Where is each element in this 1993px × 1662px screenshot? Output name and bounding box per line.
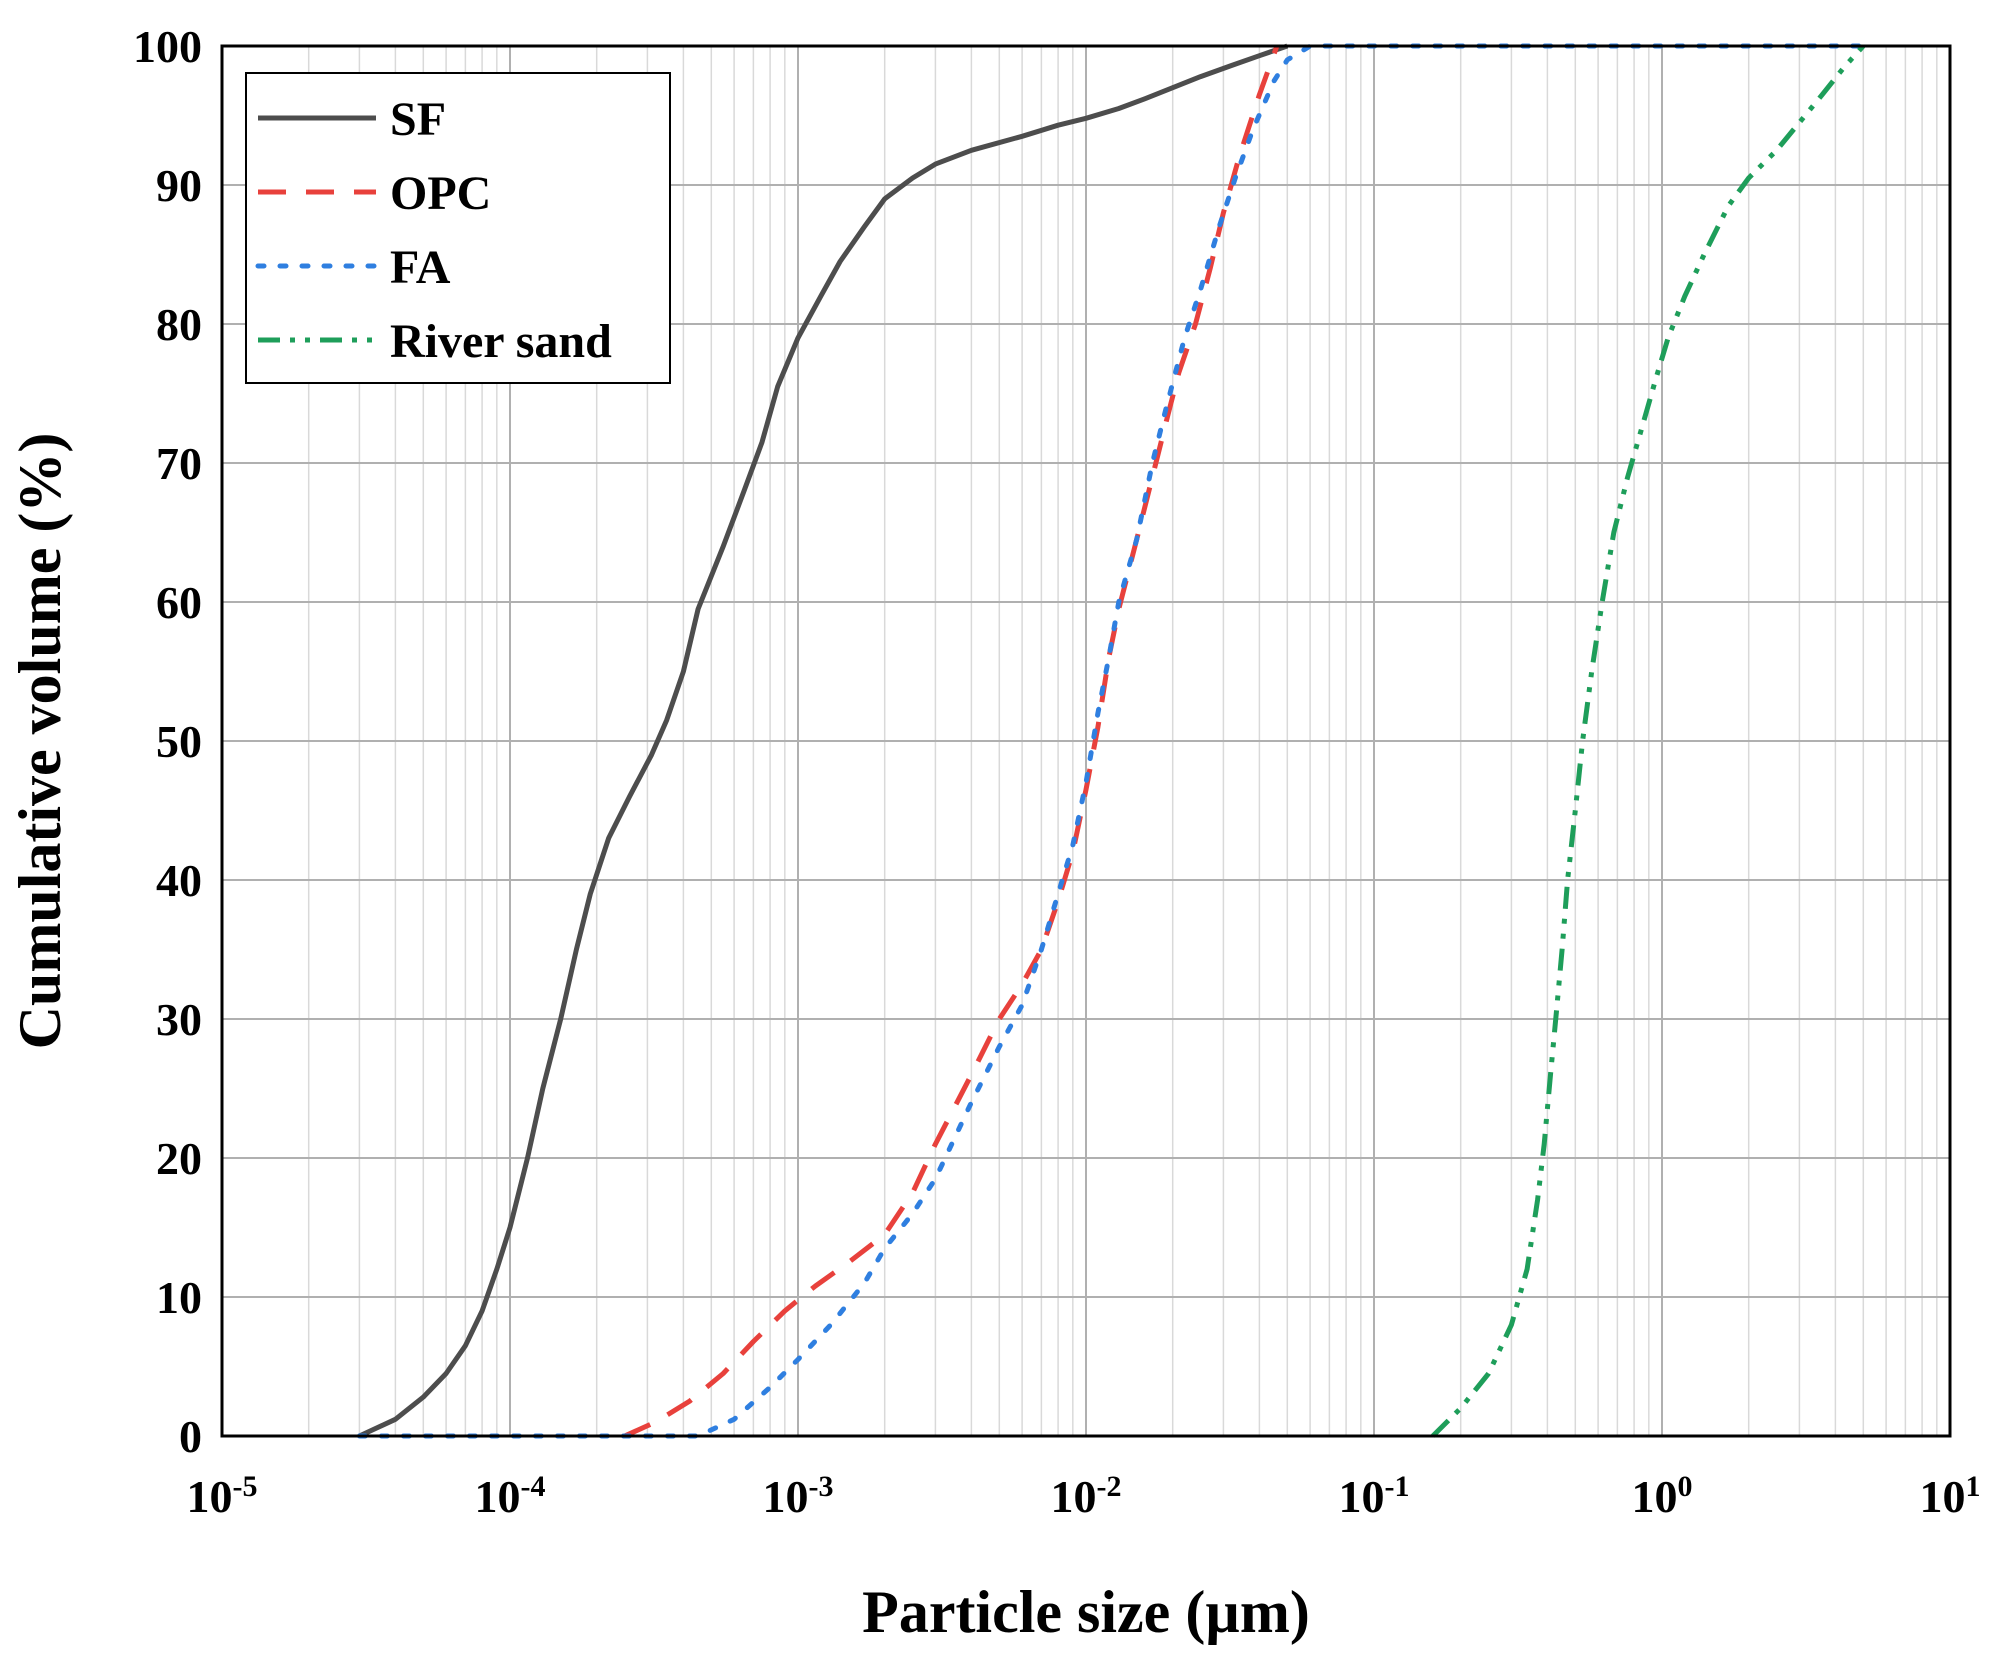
legend: SF OPC FA River sand bbox=[245, 72, 671, 384]
y-tick-label: 80 bbox=[156, 299, 202, 350]
series-line-sf bbox=[358, 43, 1289, 1439]
y-tick-label: 70 bbox=[156, 438, 202, 489]
series-line-opc bbox=[623, 45, 1280, 1439]
legend-label: FA bbox=[390, 241, 451, 294]
x-axis-label: Particle size (µm) bbox=[862, 1579, 1310, 1645]
legend-label: SF bbox=[390, 93, 446, 146]
series-lines bbox=[356, 43, 1866, 1439]
y-tick-label: 90 bbox=[156, 160, 202, 211]
x-tick-label: 10-2 bbox=[1051, 1470, 1122, 1523]
x-tick-label: 100 bbox=[1632, 1470, 1693, 1523]
legend-box bbox=[245, 72, 671, 384]
legend-label: River sand bbox=[390, 315, 612, 368]
plot-frame bbox=[220, 44, 1952, 1438]
x-tick-label: 10-3 bbox=[763, 1470, 834, 1523]
y-tick-label: 30 bbox=[156, 994, 202, 1045]
y-tick-label: 60 bbox=[156, 577, 202, 628]
legend-label: OPC bbox=[390, 167, 491, 220]
x-tick-label: 101 bbox=[1920, 1470, 1981, 1523]
y-tick-label: 40 bbox=[156, 855, 202, 906]
y-tick-labels: 0 10 20 30 40 50 60 70 80 90 100 bbox=[133, 21, 202, 1462]
x-tick-label: 10-1 bbox=[1339, 1470, 1410, 1523]
y-axis-label: Cumulative volume (%) bbox=[7, 433, 73, 1050]
y-tick-label: 10 bbox=[156, 1272, 202, 1323]
y-tick-label: 100 bbox=[133, 21, 202, 72]
y-tick-label: 20 bbox=[156, 1133, 202, 1184]
x-tick-labels: 10-5 10-4 10-3 10-2 10-1 100 101 bbox=[187, 1470, 1981, 1523]
y-tick-label: 0 bbox=[179, 1411, 202, 1462]
x-tick-label: 10-4 bbox=[475, 1470, 546, 1523]
series-line-fa bbox=[356, 43, 1866, 1439]
y-tick-label: 50 bbox=[156, 716, 202, 767]
x-tick-label: 10-5 bbox=[187, 1470, 258, 1523]
